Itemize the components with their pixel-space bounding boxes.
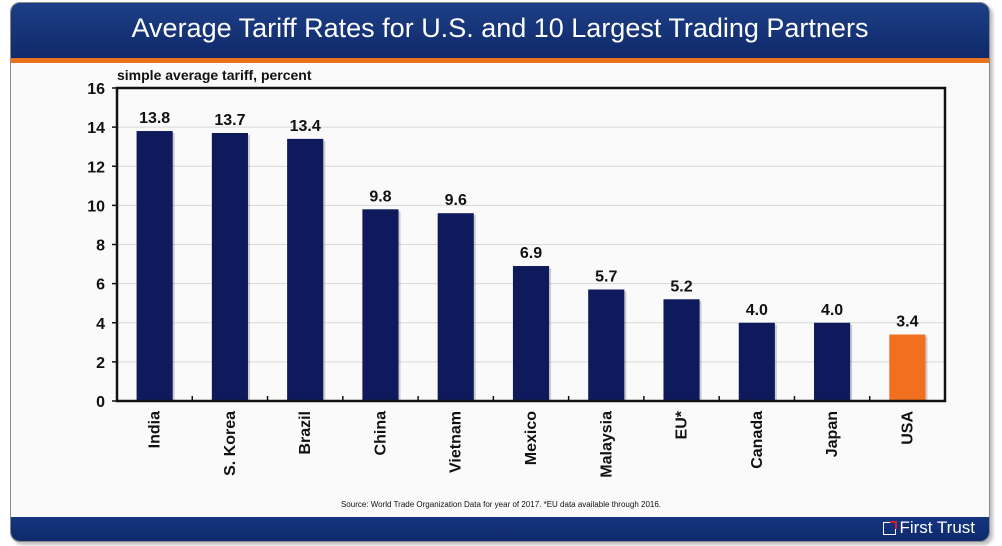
y-tick-label: 12: [87, 159, 105, 176]
y-tick-label: 16: [87, 81, 105, 98]
y-tick-label: 10: [87, 198, 105, 215]
bars: [136, 131, 928, 402]
bar-china: [362, 209, 399, 401]
bar-japan: [814, 322, 851, 401]
data-label: 13.8: [139, 110, 170, 127]
category-label: Brazil: [297, 411, 314, 455]
bar-vietnam: [437, 213, 474, 401]
category-label: Mexico: [523, 411, 540, 465]
category-label: Malaysia: [598, 411, 615, 478]
logo-text: First Trust: [899, 518, 975, 537]
bar-india: [136, 131, 173, 401]
data-label: 9.8: [369, 188, 391, 205]
category-label: India: [147, 411, 164, 448]
data-label: 4.0: [746, 302, 768, 319]
data-label: 3.4: [896, 313, 918, 330]
footer-bar: First Trust: [11, 517, 989, 541]
data-label: 5.2: [670, 278, 692, 295]
y-axis-ticks: 0 2 4 6 8 10 12 14 16: [87, 81, 117, 411]
y-tick-label: 8: [96, 238, 105, 255]
y-tick-label: 0: [96, 394, 105, 411]
category-label: S. Korea: [222, 411, 239, 476]
bar-eu: [663, 299, 700, 401]
data-label: 13.4: [290, 118, 321, 135]
category-label: EU*: [674, 410, 691, 439]
slide-frame: Average Tariff Rates for U.S. and 10 Lar…: [10, 2, 990, 542]
bar-brazil: [287, 138, 324, 402]
x-axis-ticks: [191, 396, 871, 401]
bar-mexico: [512, 266, 550, 401]
data-labels: 13.8 13.7 13.4 9.8 9.6 6.9 5.7 5.2 4.0 4.0 3.4: [139, 110, 919, 330]
y-axis-label: simple average tariff, percent: [117, 67, 312, 83]
source-note: Source: World Trade Organization Data fo…: [340, 500, 662, 509]
y-tick-label: 6: [96, 277, 105, 294]
y-tick-label: 14: [87, 120, 105, 137]
chart-title: Average Tariff Rates for U.S. and 10 Lar…: [131, 13, 869, 43]
category-label: USA: [899, 411, 916, 445]
brand-logo: First Trust: [883, 518, 975, 538]
y-tick-label: 4: [96, 316, 105, 333]
category-label: Vietnam: [448, 411, 465, 473]
category-label: Canada: [749, 411, 766, 469]
bar-skorea: [211, 132, 248, 401]
data-label: 13.7: [214, 112, 245, 129]
category-label: Japan: [824, 411, 841, 457]
y-tick-label: 2: [96, 355, 105, 372]
data-label: 5.7: [595, 268, 617, 285]
bar-usa: [889, 334, 926, 401]
data-label: 9.6: [445, 192, 467, 209]
category-labels: India S. Korea Brazil China Vietnam Mexico Mal…: [147, 410, 917, 477]
first-trust-logo-icon: [883, 520, 898, 535]
bar-malaysia: [588, 289, 625, 401]
title-bar: Average Tariff Rates for U.S. and 10 Lar…: [11, 3, 989, 63]
bar-canada: [738, 322, 775, 401]
data-label: 6.9: [520, 245, 542, 262]
category-label: China: [372, 411, 389, 456]
data-label: 4.0: [821, 302, 843, 319]
